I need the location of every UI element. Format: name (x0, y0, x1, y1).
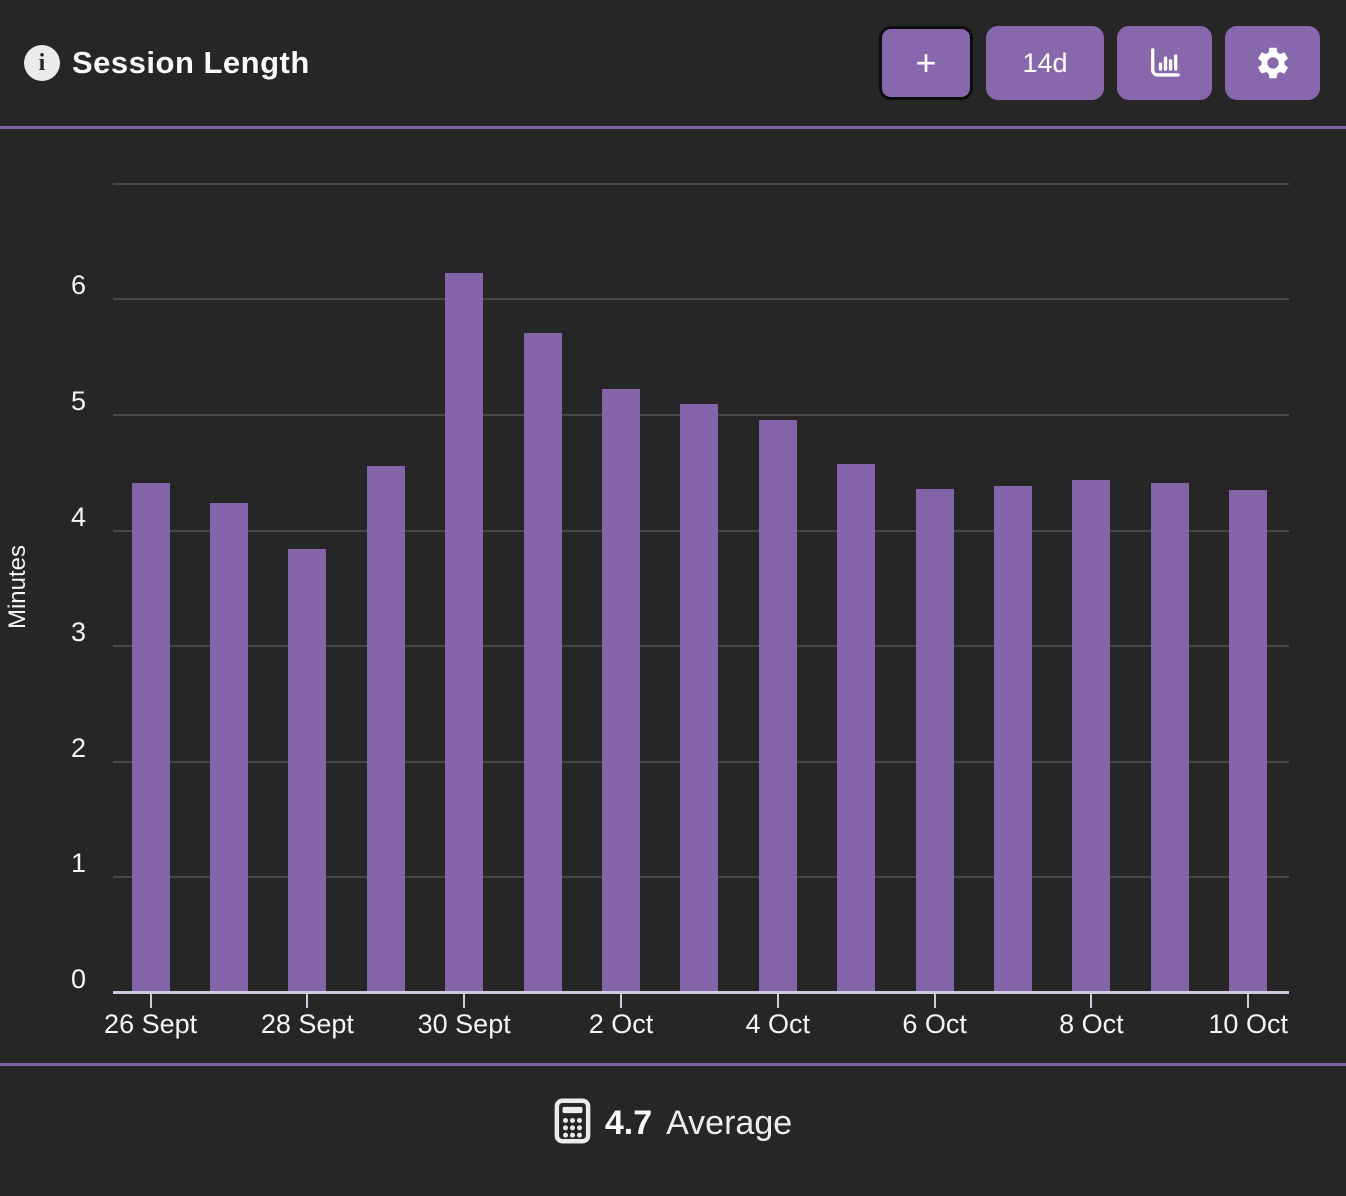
bar[interactable] (288, 549, 326, 992)
x-tick-label: 2 Oct (541, 1009, 701, 1040)
bar[interactable] (759, 420, 797, 992)
bar[interactable] (602, 389, 640, 992)
x-tick-label: 30 Sept (384, 1009, 544, 1040)
y-tick-label: 6 (0, 270, 86, 300)
x-axis-tick (620, 994, 622, 1008)
x-axis-tick (463, 994, 465, 1008)
widget-footer: 4.7 Average (0, 1063, 1346, 1196)
bar[interactable] (916, 489, 954, 992)
x-axis-tick (1247, 994, 1249, 1008)
gridline (113, 183, 1289, 185)
x-tick-label: 10 Oct (1168, 1009, 1328, 1040)
y-tick-label: 4 (0, 502, 86, 532)
y-tick-label: 0 (0, 964, 86, 994)
bar[interactable] (1151, 483, 1189, 992)
y-tick-label: 1 (0, 848, 86, 878)
bar[interactable] (445, 273, 483, 992)
bar[interactable] (680, 404, 718, 992)
x-axis-tick (150, 994, 152, 1008)
y-tick-label: 3 (0, 617, 86, 647)
average-label: Average (666, 1104, 792, 1143)
session-length-widget: i Session Length + 14d (0, 0, 1346, 1196)
x-tick-label: 26 Sept (71, 1009, 231, 1040)
x-axis-line (113, 991, 1289, 994)
bar[interactable] (994, 486, 1032, 992)
x-axis-tick (1090, 994, 1092, 1008)
x-tick-label: 28 Sept (227, 1009, 387, 1040)
bar[interactable] (132, 483, 170, 992)
x-tick-label: 8 Oct (1011, 1009, 1171, 1040)
x-tick-label: 6 Oct (855, 1009, 1015, 1040)
gridline (113, 298, 1289, 300)
y-tick-label: 5 (0, 386, 86, 416)
bar[interactable] (1229, 490, 1267, 992)
bar[interactable] (210, 503, 248, 992)
calculator-icon (554, 1098, 591, 1149)
bar[interactable] (524, 333, 562, 992)
bar[interactable] (837, 464, 875, 992)
bar-chart: Minutes 012345626 Sept28 Sept30 Sept2 Oc… (0, 0, 1346, 1196)
x-axis-tick (306, 994, 308, 1008)
bar[interactable] (1072, 480, 1110, 992)
x-tick-label: 4 Oct (698, 1009, 858, 1040)
average-value: 4.7 (605, 1104, 652, 1143)
x-axis-tick (777, 994, 779, 1008)
y-tick-label: 2 (0, 733, 86, 763)
x-axis-tick (934, 994, 936, 1008)
bar[interactable] (367, 466, 405, 992)
